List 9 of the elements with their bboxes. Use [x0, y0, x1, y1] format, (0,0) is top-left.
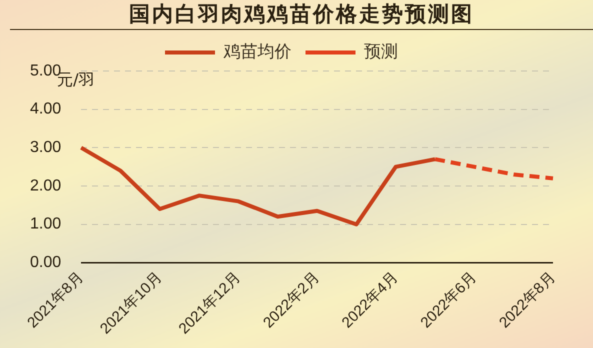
y-tick-label: 0.00 [30, 254, 62, 272]
y-tick-label: 4.00 [30, 100, 62, 118]
y-tick-label: 1.00 [30, 216, 62, 233]
y-tick-label: 3.00 [30, 139, 62, 156]
legend-label: 鸡苗均价 [222, 42, 292, 62]
legend-label: 预测 [364, 42, 398, 62]
chart-title: 国内白羽肉鸡鸡苗价格走势预测图 [10, 0, 593, 30]
line-series [433, 157, 555, 180]
y-tick-label: 2.00 [30, 177, 62, 194]
